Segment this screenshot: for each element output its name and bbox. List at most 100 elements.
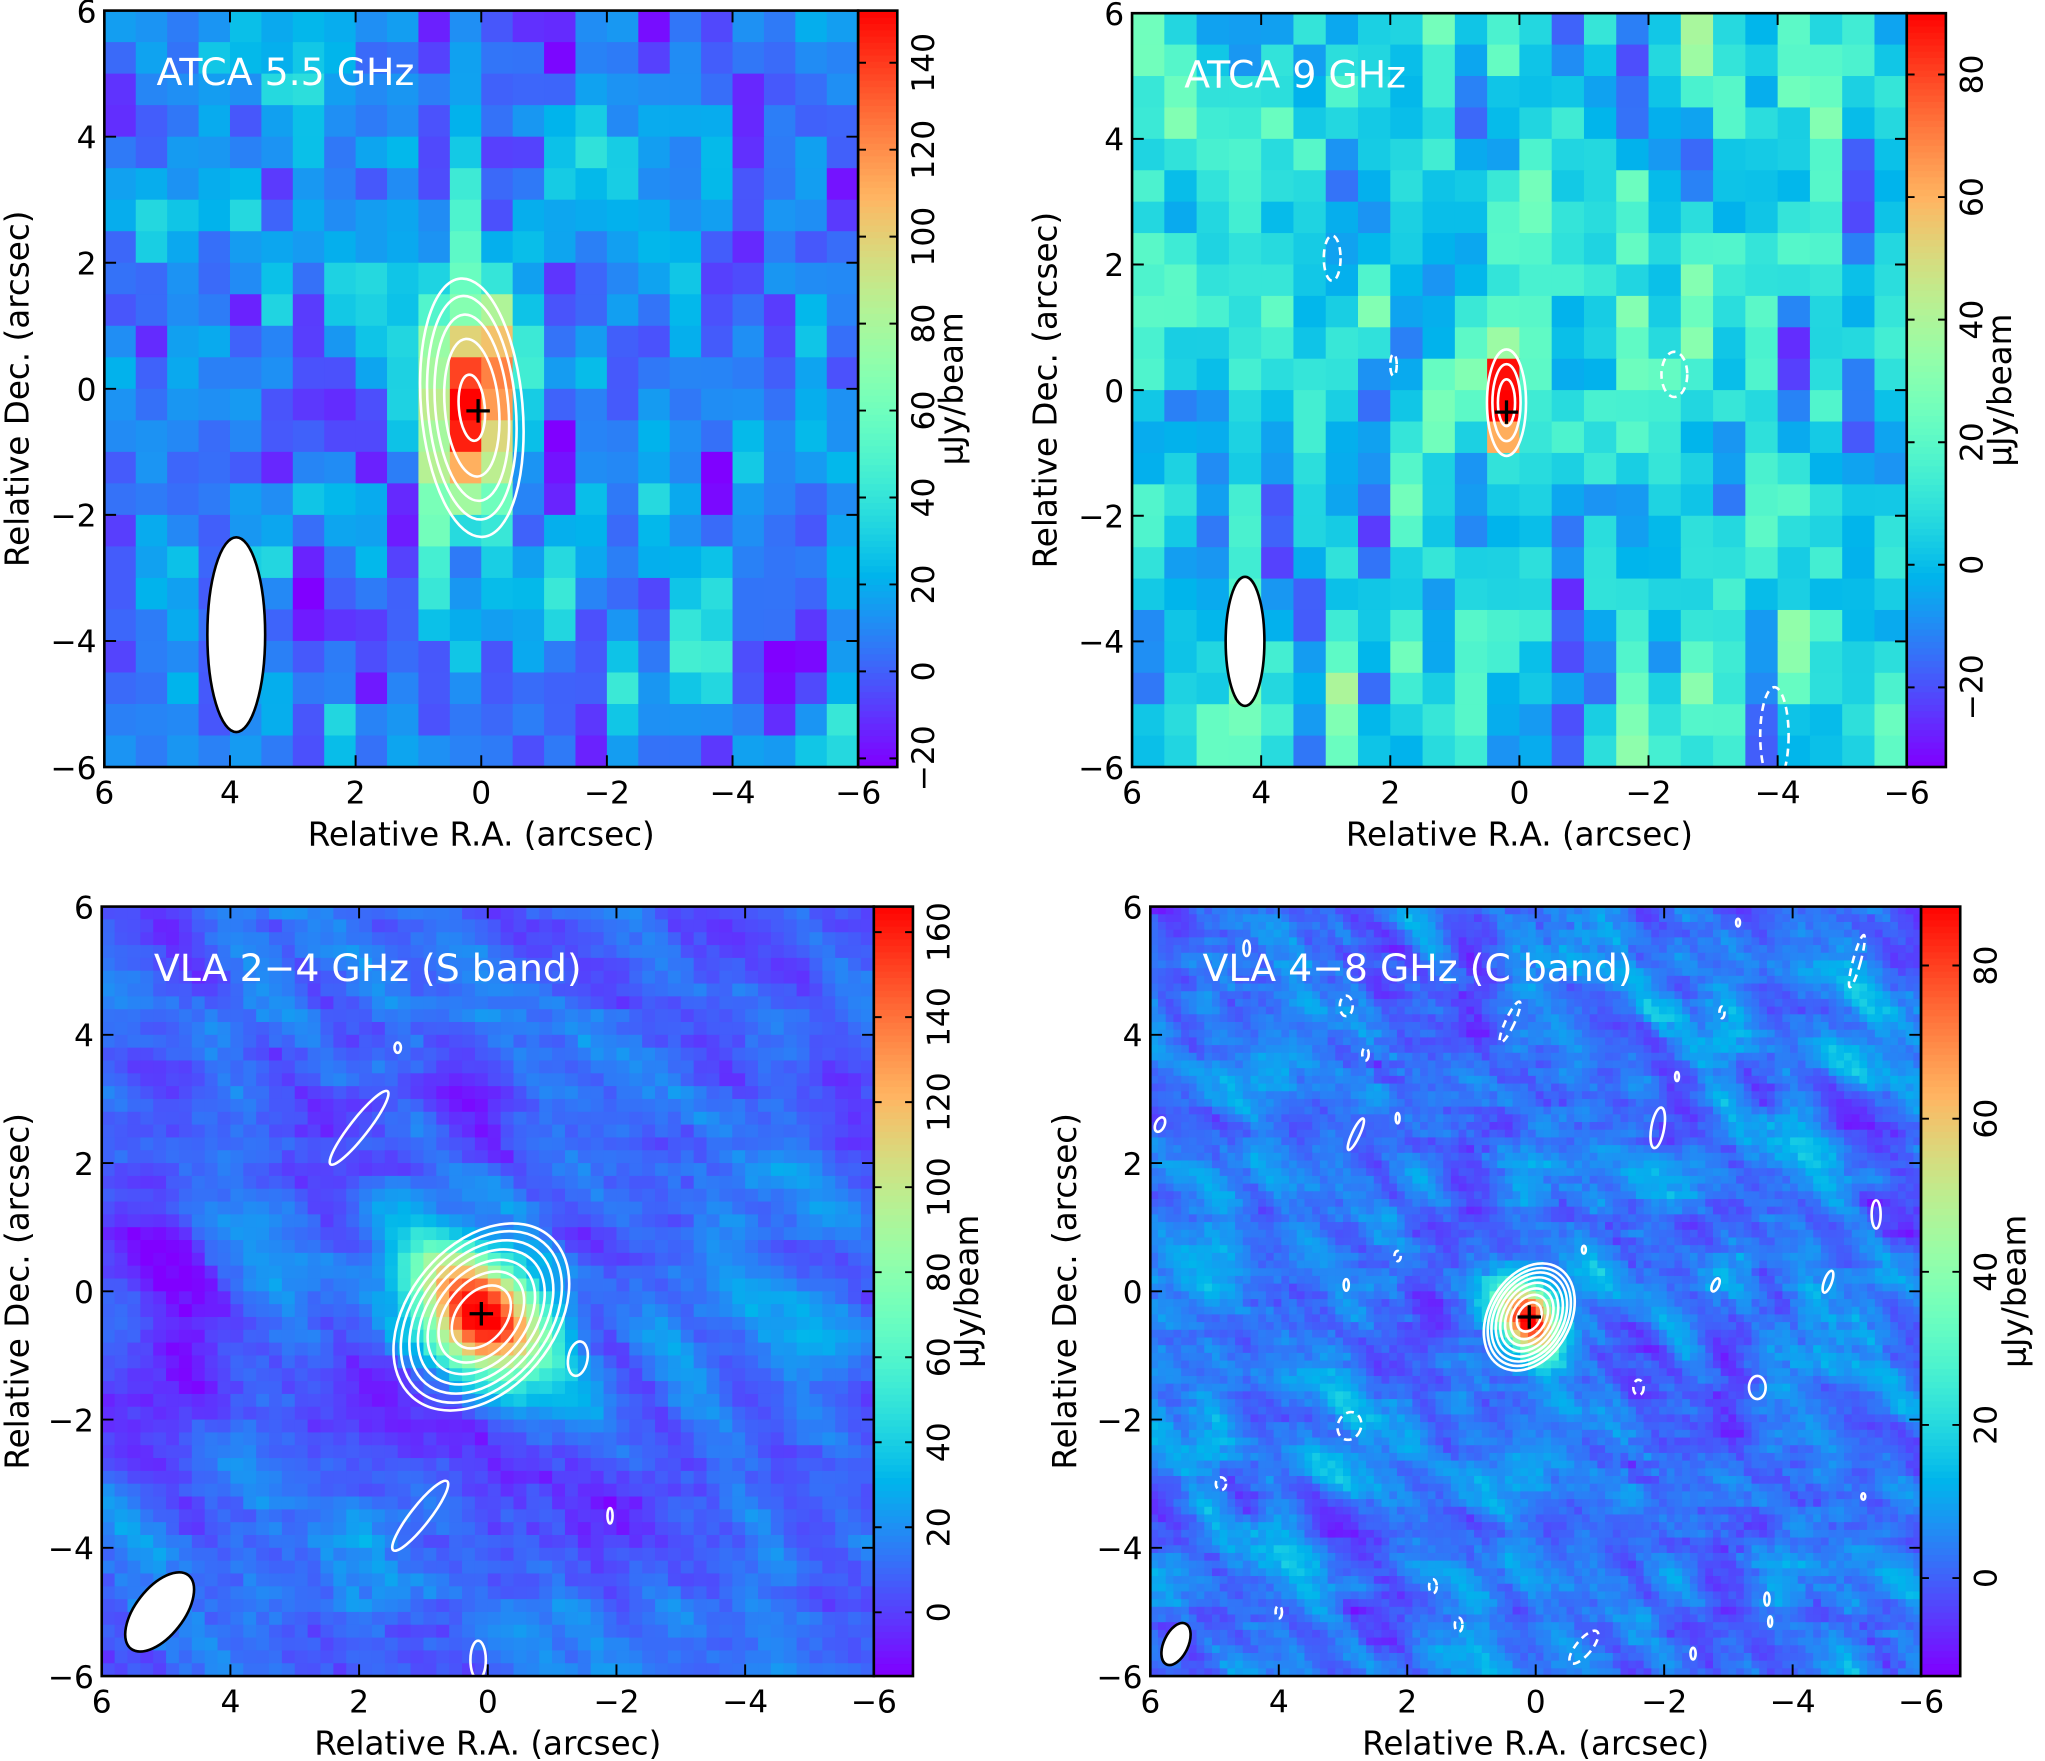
heatmap-cell [166,906,180,921]
heatmap-cell [552,1509,566,1523]
heatmap-cell [796,1445,811,1459]
heatmap-cell [1261,672,1295,705]
heatmap-cell [474,996,489,1010]
heatmap-cell [1583,735,1618,768]
heatmap-cell [603,1252,618,1267]
heatmap-cell [603,919,618,934]
heatmap-cell [693,1599,708,1613]
colorbar-segment [858,363,898,371]
heatmap-cell [230,1060,245,1075]
heatmap-cell [655,1470,669,1485]
heatmap-cell [758,1406,772,1421]
heatmap-cell [243,1291,257,1305]
heatmap-cell [474,1188,489,1203]
heatmap-cell [539,1355,553,1370]
heatmap-cell [294,1278,309,1293]
heatmap-cell [822,1086,836,1100]
heatmap-cell [809,1034,824,1049]
colorbar-segment [858,735,898,743]
heatmap-cell [204,996,219,1010]
heatmap-cell [204,1137,219,1152]
heatmap-cell [701,73,734,106]
heatmap-cell [848,1163,862,1177]
heatmap-cell [178,1265,193,1280]
heatmap-cell [606,42,640,75]
heatmap-cell [1196,201,1230,234]
heatmap-cell [198,294,231,327]
heatmap-cell [732,73,765,106]
heatmap-cell [135,609,168,642]
x-tick-label: 6 [94,776,114,812]
heatmap-cell [500,1111,515,1126]
heatmap-cell [575,73,608,106]
heatmap-cell [860,1111,875,1126]
heatmap-cell [822,983,836,998]
colorbar-frame [856,9,899,769]
heatmap-cell [127,1419,142,1434]
heatmap-cell [1261,609,1295,643]
heatmap-cell [307,1188,322,1203]
heatmap-cell [642,1278,656,1293]
heatmap-cell [590,1278,605,1293]
heatmap-cell [294,1355,309,1370]
heatmap-cell [1164,452,1198,486]
heatmap-cell [577,1522,592,1536]
heatmap-cell [1874,264,1908,297]
heatmap-cell [835,1637,849,1652]
heatmap-cell [629,1406,643,1421]
heatmap-cell [135,294,168,327]
heatmap-cell [153,1227,167,1241]
heatmap-cell [616,1265,631,1280]
heatmap-cell [577,1458,592,1472]
heatmap-cell [346,1201,360,1216]
heatmap-cell [1422,264,1456,297]
heatmap-cell [261,388,294,422]
heatmap-cell [552,1227,566,1241]
heatmap-cell [642,1022,656,1036]
colorbar-segment [1906,490,1946,498]
heatmap-cell [371,906,386,921]
heatmap-cell [140,957,154,972]
heatmap-cell [320,1611,335,1626]
heatmap-cell [243,983,257,998]
heatmap-cell [835,1201,849,1216]
heatmap-cell [732,1342,746,1357]
heatmap-cell [384,1624,399,1639]
heatmap-cell [616,945,631,959]
heatmap-cell [423,1047,438,1062]
heatmap-cell [1132,76,1166,109]
heatmap-cell [693,906,708,921]
heatmap-cell [693,1496,708,1511]
heatmap-cell [719,1034,734,1049]
heatmap-cell [758,1111,772,1126]
heatmap-cell [770,1316,785,1331]
heatmap-cell [848,1214,862,1228]
heatmap-cell [693,1278,708,1293]
heatmap-cell [1325,170,1359,203]
heatmap-cell [346,983,360,998]
heatmap-cell [655,1252,669,1267]
heatmap-cell [732,10,765,43]
heatmap-cell [256,1368,270,1382]
heatmap-cell [140,932,154,946]
heatmap-cell [243,970,257,985]
heatmap-cell [1454,295,1488,329]
heatmap-cell [243,1599,257,1613]
heatmap-cell [217,1419,232,1434]
heatmap-cell [127,1316,142,1331]
heatmap-cell [655,1624,669,1639]
colorbar-segment [1906,440,1946,448]
heatmap-cell [706,1573,721,1588]
heatmap-cell [1454,547,1488,580]
heatmap-cell [796,1586,811,1600]
heatmap-cell [449,1188,463,1203]
heatmap-cell [462,1368,476,1382]
heatmap-cell [642,1047,656,1062]
heatmap-cell [1487,138,1521,172]
heatmap-cell [397,983,412,998]
heatmap-cell [261,514,294,548]
heatmap-cell [667,1214,682,1228]
heatmap-cell [638,577,671,611]
heatmap-cell [577,1060,592,1075]
heatmap-cell [462,1034,476,1049]
